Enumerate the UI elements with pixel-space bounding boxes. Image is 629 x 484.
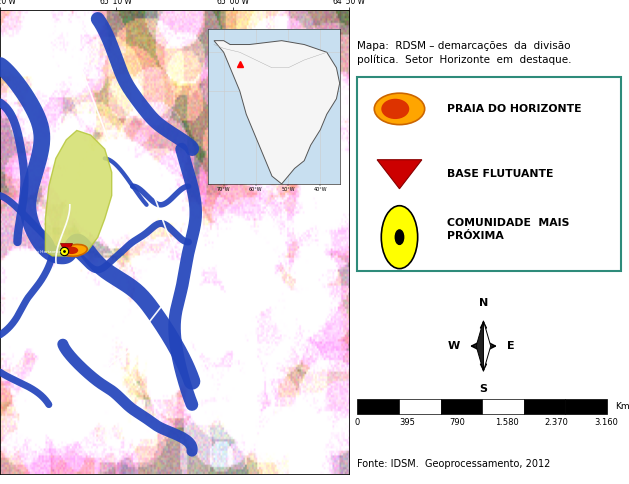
Text: 3.160: 3.160 — [594, 418, 618, 427]
Text: Santa Luzia do Horizonte: Santa Luzia do Horizonte — [7, 250, 61, 254]
Text: 0: 0 — [355, 418, 360, 427]
Text: 395: 395 — [399, 418, 415, 427]
Bar — [523, 399, 565, 414]
Bar — [565, 399, 606, 414]
Ellipse shape — [374, 93, 425, 124]
FancyBboxPatch shape — [357, 77, 621, 271]
Ellipse shape — [63, 244, 87, 257]
Text: 2.370: 2.370 — [545, 418, 569, 427]
Text: Fonte: IDSM.  Geoprocessamento, 2012: Fonte: IDSM. Geoprocessamento, 2012 — [357, 459, 551, 469]
Bar — [357, 399, 399, 414]
Bar — [399, 399, 440, 414]
Ellipse shape — [381, 99, 409, 119]
Text: S: S — [479, 384, 487, 394]
Circle shape — [395, 230, 404, 244]
Text: BASE FLUTUANTE: BASE FLUTUANTE — [447, 169, 554, 179]
Polygon shape — [45, 131, 112, 256]
Text: Mapa:  RDSM – demarcações  da  divisão
política.  Setor  Horizonte  em  destaque: Mapa: RDSM – demarcações da divisão polí… — [357, 41, 572, 65]
Text: 1.580: 1.580 — [495, 418, 519, 427]
Text: E: E — [507, 341, 515, 351]
Text: Km: Km — [615, 402, 629, 411]
Polygon shape — [484, 321, 491, 371]
Polygon shape — [377, 160, 422, 189]
Circle shape — [381, 206, 418, 269]
Polygon shape — [214, 41, 340, 184]
Bar — [482, 399, 523, 414]
Text: 790: 790 — [449, 418, 465, 427]
Bar — [440, 399, 482, 414]
Text: PRAIA DO HORIZONTE: PRAIA DO HORIZONTE — [447, 104, 582, 114]
Ellipse shape — [65, 247, 78, 254]
Text: W: W — [448, 341, 460, 351]
Polygon shape — [476, 321, 484, 371]
Text: N: N — [479, 298, 488, 308]
Text: COMUNIDADE  MAIS
PRÓXIMA: COMUNIDADE MAIS PRÓXIMA — [447, 218, 569, 242]
